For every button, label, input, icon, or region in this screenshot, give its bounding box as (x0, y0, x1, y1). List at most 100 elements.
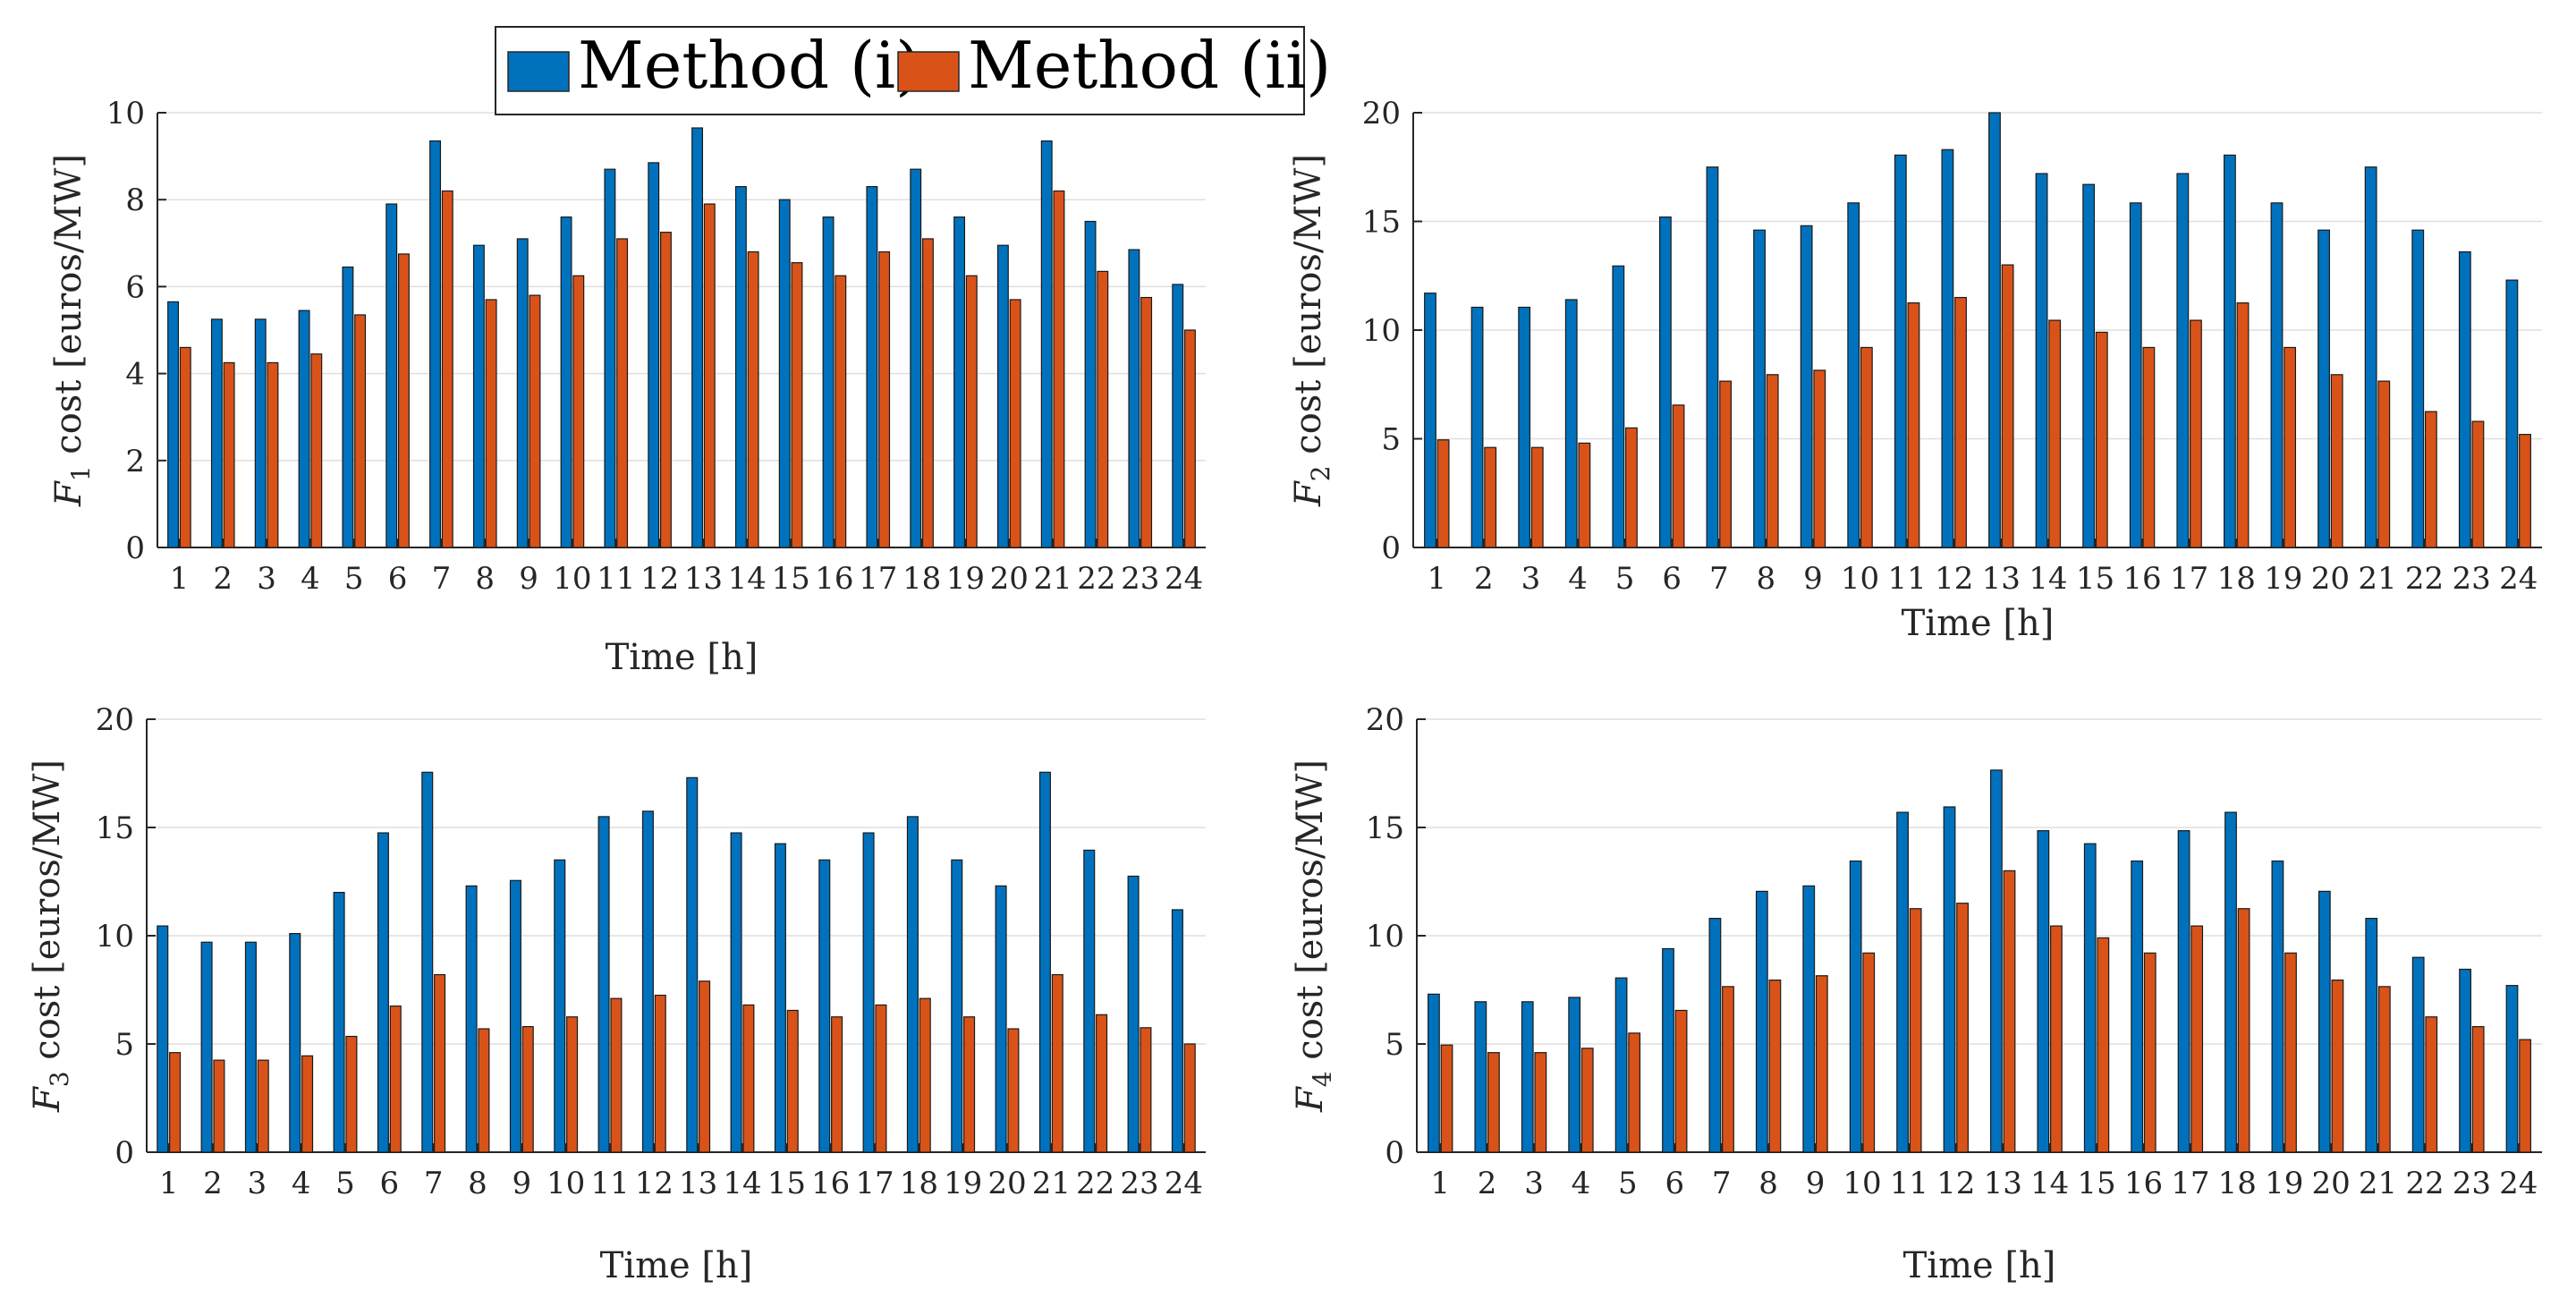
y-tick-label: 15 (96, 810, 134, 846)
y-tick-label: 4 (125, 357, 145, 393)
x-tick-label: 14 (2029, 561, 2067, 597)
bar-method-i (2365, 918, 2378, 1153)
bar-method-i (1990, 769, 2003, 1153)
x-tick-label: 13 (679, 1166, 717, 1201)
y-axis-label-subscript: 1 (66, 465, 96, 481)
bar-method-i (641, 810, 654, 1153)
y-tick-label: 2 (125, 444, 145, 479)
bar-method-i (2037, 830, 2050, 1153)
x-tick-label: 1 (170, 561, 190, 597)
bar-method-i (1428, 993, 1440, 1153)
y-tick-label: 15 (1362, 205, 1401, 241)
bar-method-i (2223, 154, 2236, 548)
bar-method-i (2458, 250, 2471, 548)
bar-method-i (1128, 249, 1140, 548)
bar-method-i (2082, 183, 2096, 548)
bar-method-ii (267, 361, 279, 548)
x-tick-label: 12 (1935, 561, 1973, 597)
x-tick-label: 11 (1890, 1166, 1928, 1201)
bar-method-ii (2237, 908, 2250, 1153)
x-tick-label: 6 (1665, 1166, 1684, 1201)
x-tick-label: 14 (723, 1166, 761, 1201)
x-tick-label: 8 (475, 561, 495, 597)
x-tick-label: 3 (248, 1166, 267, 1201)
bar-method-ii (2236, 302, 2250, 548)
bar-method-ii (1487, 1052, 1500, 1153)
bar-method-i (509, 879, 521, 1153)
bar-method-ii (659, 232, 672, 548)
x-tick-label: 7 (432, 561, 452, 597)
bar-method-ii (616, 238, 629, 548)
x-tick-label: 6 (1662, 561, 1682, 597)
bar-method-i (298, 310, 310, 548)
y-tick-label: 5 (114, 1027, 134, 1063)
bar-method-ii (566, 1016, 579, 1153)
bar-method-i (167, 301, 180, 548)
bar-method-i (996, 244, 1009, 548)
x-tick-label: 7 (1709, 561, 1729, 597)
x-tick-label: 7 (424, 1166, 444, 1201)
x-tick-label: 21 (2359, 1166, 2397, 1201)
bar-method-i (465, 885, 478, 1153)
x-tick-label: 21 (2358, 561, 2396, 597)
bar-method-i (1040, 140, 1053, 548)
y-tick-label: 5 (1381, 422, 1401, 458)
bar-method-i (951, 859, 963, 1153)
bar-method-ii (345, 1035, 358, 1153)
bar-method-ii (1954, 296, 1967, 548)
bar-method-i (2270, 202, 2284, 548)
bar-method-i (1518, 306, 1531, 548)
x-tick-label: 23 (1121, 561, 1159, 597)
bar-method-i (910, 168, 922, 548)
x-tick-label: 5 (1615, 561, 1635, 597)
y-axis-label-text: cost [euros/MW] (27, 759, 68, 1071)
bar-method-i (822, 216, 835, 548)
bar-method-ii (2519, 434, 2531, 548)
bar-method-i (1171, 909, 1183, 1153)
bar-method-i (1706, 166, 1719, 548)
y-axis-label-symbol: F (1288, 480, 1329, 507)
y-axis-label: F4 cost [euros/MW] (1290, 759, 1337, 1113)
bar-method-ii (2424, 411, 2437, 548)
y-tick-label: 0 (1381, 530, 1401, 566)
x-tick-label: 17 (2171, 1166, 2209, 1201)
bar-method-ii (521, 1026, 534, 1153)
bar-method-i (1662, 947, 1674, 1153)
bar-method-ii (2471, 1026, 2485, 1153)
bar-method-ii (1580, 1048, 1594, 1153)
bar-method-i (778, 199, 791, 548)
bar-method-i (730, 832, 742, 1153)
bar-method-ii (747, 250, 759, 548)
x-tick-label: 13 (1982, 561, 2021, 597)
bar-method-i (2177, 830, 2190, 1153)
x-tick-label: 15 (771, 561, 809, 597)
y-axis-label-text: cost [euros/MW] (1290, 759, 1331, 1071)
bar-method-i (342, 266, 354, 548)
bar-method-ii (354, 314, 367, 548)
bar-method-i (421, 771, 434, 1153)
bar-method-ii (2330, 374, 2343, 548)
y-axis-label-subscript: 4 (1308, 1071, 1337, 1087)
x-tick-label: 2 (203, 1166, 223, 1201)
bar-method-ii (791, 262, 803, 548)
y-tick-label: 20 (1362, 96, 1401, 132)
x-tick-label: 4 (301, 561, 320, 597)
bar-method-ii (1534, 1052, 1547, 1153)
y-axis-label-symbol: F (1290, 1086, 1331, 1113)
x-tick-label: 16 (811, 1166, 850, 1201)
y-axis-label-symbol: F (48, 480, 89, 507)
y-tick-label: 5 (1385, 1027, 1404, 1063)
bar-method-ii (2190, 925, 2204, 1153)
bar-method-ii (1768, 980, 1782, 1153)
x-tick-label: 12 (635, 1166, 674, 1201)
bar-method-ii (1860, 346, 1873, 548)
x-tick-label: 16 (2124, 1166, 2163, 1201)
bar-method-ii (397, 253, 410, 548)
bar-method-i (554, 859, 566, 1153)
x-tick-label: 21 (1032, 1166, 1071, 1201)
bar-method-ii (1625, 427, 1638, 548)
